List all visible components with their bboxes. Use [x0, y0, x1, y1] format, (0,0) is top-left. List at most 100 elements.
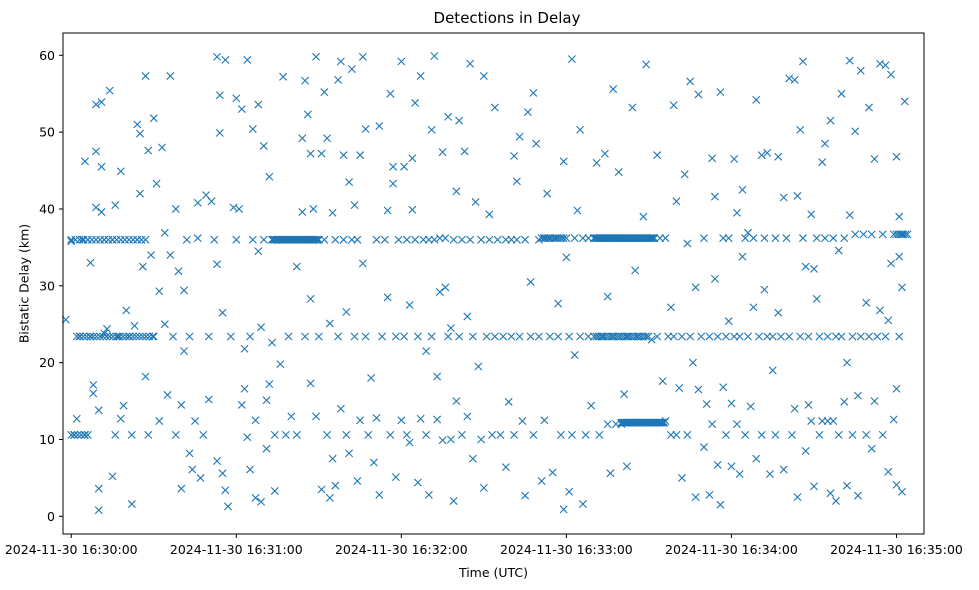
data-point — [155, 287, 164, 296]
data-point — [658, 418, 667, 427]
data-point — [254, 247, 263, 256]
data-point — [812, 234, 821, 243]
data-point — [342, 307, 351, 316]
data-point — [477, 435, 486, 444]
data-point — [262, 396, 271, 405]
data-point — [339, 235, 348, 244]
data-point — [108, 235, 117, 244]
data-point — [257, 497, 266, 506]
data-point — [774, 152, 783, 161]
data-point — [141, 372, 150, 381]
data-point — [622, 462, 631, 471]
data-point — [397, 416, 406, 425]
data-point — [457, 430, 466, 439]
data-point — [251, 416, 260, 425]
data-point — [221, 55, 230, 64]
data-point — [237, 105, 246, 114]
data-point — [347, 65, 356, 74]
plot-frame — [62, 32, 925, 535]
data-point — [254, 100, 263, 109]
y-axis: 0 10 20 30 40 50 60 — [39, 48, 63, 524]
data-point — [112, 235, 121, 244]
data-point — [576, 125, 585, 134]
data-point — [642, 60, 651, 69]
data-point — [705, 332, 714, 341]
data-point — [457, 235, 466, 244]
x-tick-label: 2024-11-30 16:31:00 — [170, 542, 303, 557]
data-point — [614, 168, 623, 177]
data-point — [375, 490, 384, 499]
data-point — [653, 151, 662, 160]
data-point — [160, 320, 169, 329]
data-point — [413, 478, 422, 487]
data-point — [148, 332, 157, 341]
data-point — [840, 397, 849, 406]
data-point — [834, 246, 843, 255]
data-point — [73, 430, 82, 439]
data-point — [334, 75, 343, 84]
data-point — [677, 332, 686, 341]
data-point — [680, 170, 689, 179]
data-point — [79, 332, 88, 341]
data-point — [83, 235, 92, 244]
data-point — [292, 262, 301, 271]
data-point — [345, 449, 354, 458]
data-point — [477, 235, 486, 244]
data-point — [171, 204, 180, 213]
data-point — [466, 235, 475, 244]
data-point — [422, 347, 431, 356]
data-point — [573, 206, 582, 215]
data-point — [144, 430, 153, 439]
data-point — [887, 70, 895, 79]
data-point — [301, 332, 310, 341]
data-point — [67, 430, 76, 439]
data-point — [133, 235, 142, 244]
y-tick-label: 60 — [39, 48, 55, 63]
data-point — [138, 262, 147, 271]
data-point — [809, 482, 818, 491]
data-point — [485, 210, 494, 219]
data-point — [488, 430, 497, 439]
data-point — [276, 360, 285, 369]
data-point — [870, 397, 879, 406]
data-point — [83, 430, 92, 439]
data-point — [158, 143, 167, 152]
data-point — [96, 235, 105, 244]
data-point — [727, 399, 736, 408]
data-point — [829, 417, 838, 426]
data-point — [496, 430, 505, 439]
data-point — [463, 412, 472, 421]
data-point — [132, 332, 141, 341]
data-point — [380, 235, 389, 244]
data-point — [218, 469, 227, 478]
data-point — [301, 76, 310, 85]
data-point — [441, 234, 450, 243]
data-point — [479, 483, 488, 492]
data-point — [314, 332, 323, 341]
data-point — [312, 235, 321, 244]
data-point — [405, 301, 414, 310]
data-point — [790, 404, 799, 413]
data-point — [771, 234, 780, 243]
data-point — [122, 306, 131, 315]
data-point — [141, 72, 150, 81]
data-point — [639, 212, 648, 221]
data-point — [235, 204, 244, 213]
data-point — [554, 299, 563, 308]
data-point — [284, 332, 293, 341]
data-point — [361, 125, 370, 134]
data-point — [248, 125, 257, 134]
data-point — [587, 401, 596, 410]
data-point — [686, 332, 695, 341]
data-point — [554, 332, 563, 341]
data-point — [177, 484, 186, 493]
data-point — [79, 235, 88, 244]
data-point — [424, 490, 433, 499]
data-point — [303, 110, 312, 119]
data-point — [292, 430, 301, 439]
x-axis-title: Time (UTC) — [458, 565, 528, 580]
data-point — [325, 493, 334, 502]
data-point — [779, 193, 788, 202]
data-point — [149, 114, 158, 123]
data-point — [100, 235, 109, 244]
